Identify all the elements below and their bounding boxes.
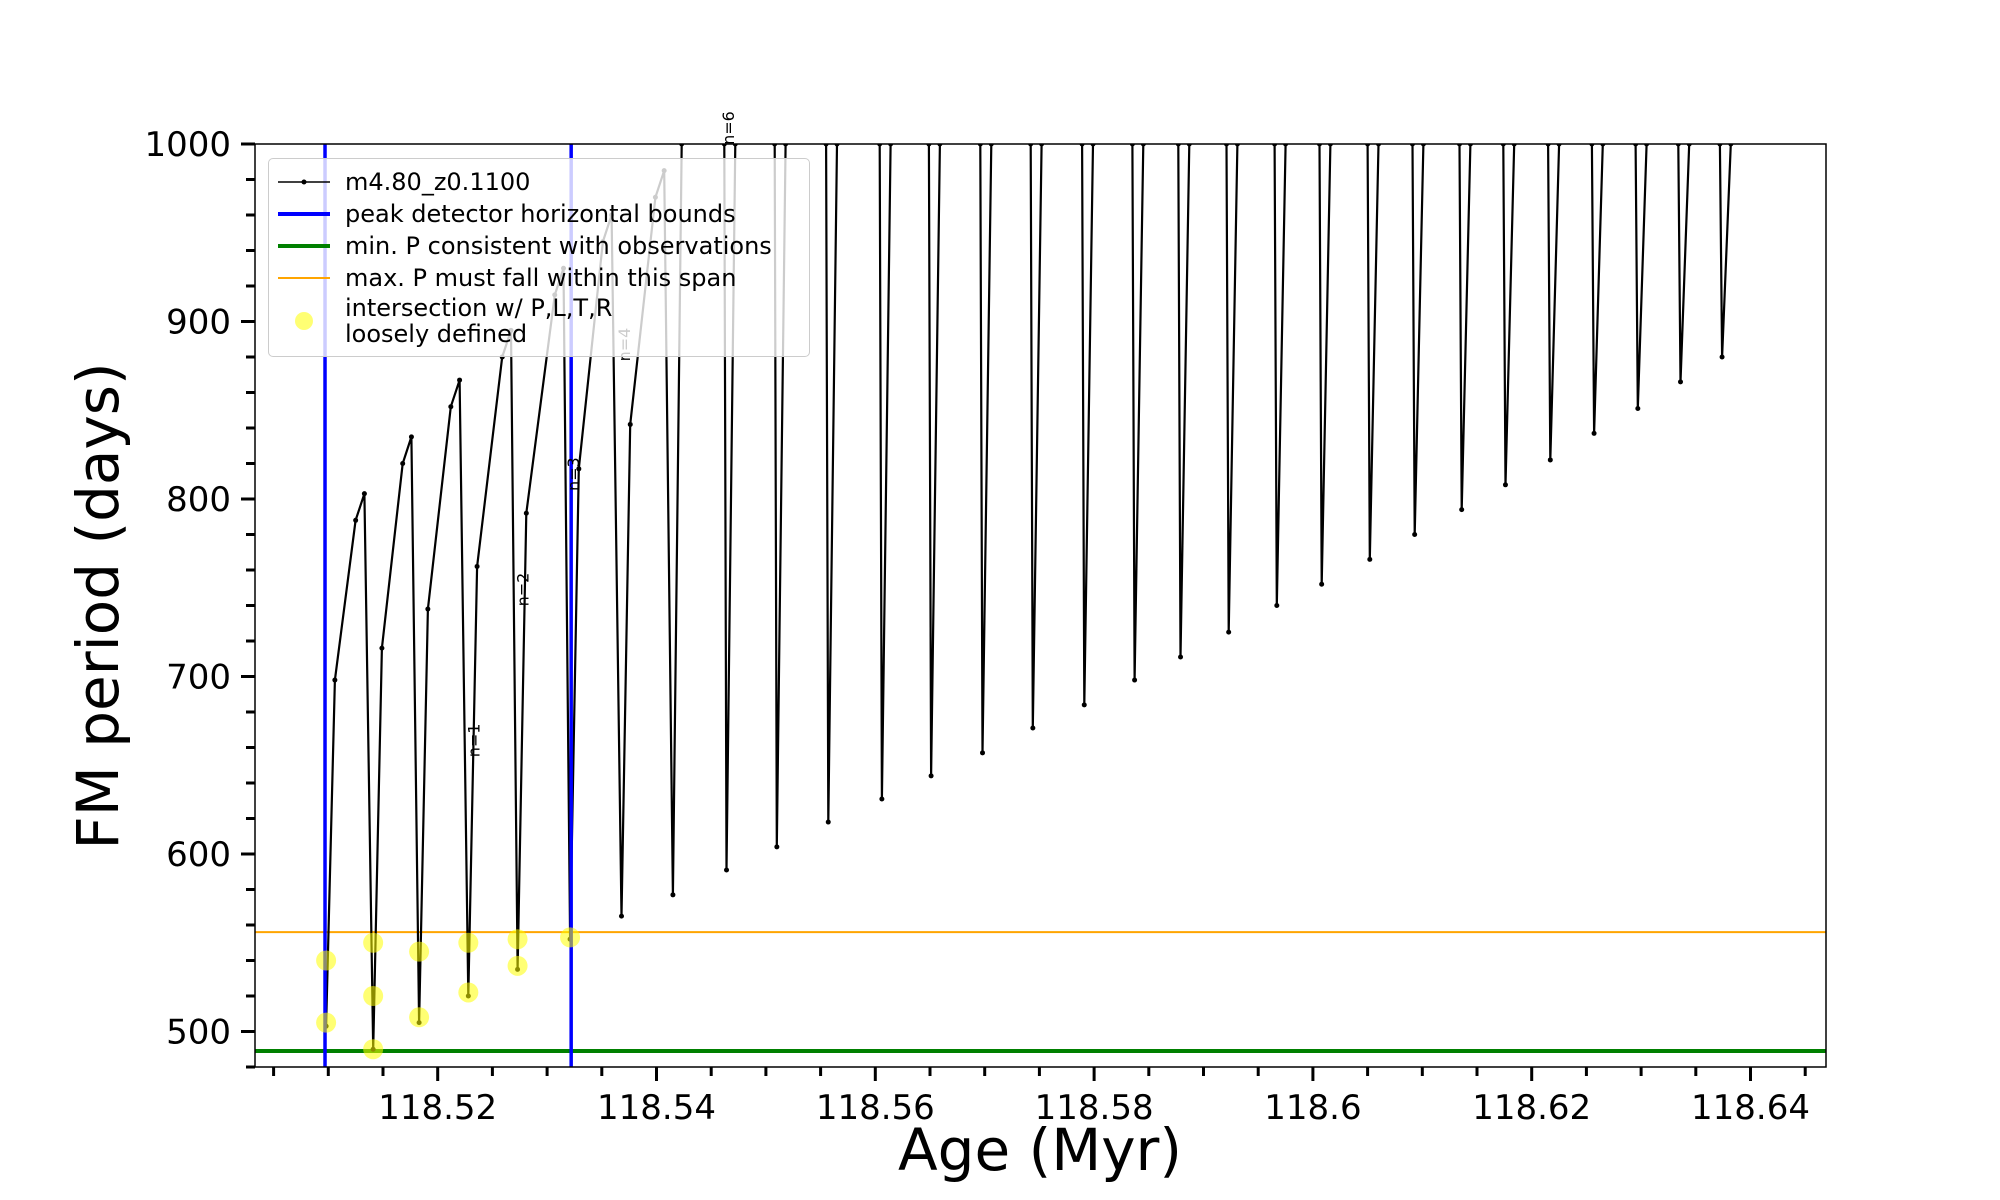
data-point [1635,405,1641,411]
legend-swatch [278,179,330,185]
legend-key [269,231,339,261]
data-point [379,645,385,651]
data-point [627,421,633,427]
data-point [448,404,454,410]
data-point [980,750,986,756]
data-point [474,563,480,569]
x-tick-label: 118.64 [1691,1088,1810,1128]
data-point [825,819,831,825]
legend-swatch [278,244,330,248]
data-point [1591,430,1597,436]
data-point [724,867,730,873]
y-axis-label: FM period (days) [64,362,132,849]
legend-label: intersection w/ P,L,T,R loosely defined [345,294,613,349]
intersection-point [507,929,528,950]
data-point [670,892,676,898]
legend-swatch [278,212,330,216]
data-point [774,844,780,850]
data-point [1178,654,1184,660]
data-point [1719,354,1725,360]
data-point [928,773,934,779]
annotation: n=6 [719,111,738,145]
data-point [523,510,529,516]
legend-entry: m4.80_z0.1100 [269,167,809,197]
annotation: n=2 [514,573,533,607]
data-point [1367,556,1373,562]
data-point [879,796,885,802]
x-axis-label: Age (Myr) [898,1116,1182,1184]
y-tick-label: 700 [166,658,231,698]
intersection-point [458,982,479,1003]
legend-marker [295,312,313,331]
data-point [1030,725,1036,731]
legend-swatch [295,312,313,331]
data-point [1502,482,1508,488]
intersection-point [409,1007,430,1028]
data-point [1412,532,1418,537]
legend-entry: min. P consistent with observations [269,231,809,261]
intersection-point [507,955,528,976]
data-point [1132,677,1138,683]
data-point [353,517,359,523]
legend-label: min. P consistent with observations [345,231,772,260]
x-tick-label: 118.52 [378,1088,497,1128]
x-tick-label: 118.58 [1035,1088,1154,1128]
annotation: n=3 [564,457,583,491]
x-tick-label: 118.62 [1472,1088,1591,1128]
legend-key [269,199,339,229]
legend-key [269,263,339,293]
data-point [1319,581,1325,587]
legend-label: peak detector horizontal bounds [345,199,736,228]
data-point [408,434,414,440]
data-point [1274,603,1280,608]
legend-entry: max. P must fall within this span [269,263,809,293]
data-point [332,677,338,683]
y-tick-label: 600 [166,835,231,875]
intersection-point [316,1012,337,1033]
legend-entry: peak detector horizontal bounds [269,199,809,229]
y-tick-label: 1000 [144,125,231,165]
data-point [361,491,367,497]
data-point [576,466,582,472]
data-point [400,461,406,466]
legend-key [269,306,339,336]
data-point [1547,457,1553,463]
legend-key [269,167,339,197]
legend-marker [301,179,307,185]
intersection-point [363,986,384,1006]
data-point [425,606,431,612]
y-tick-label: 800 [166,480,231,520]
intersection-point [458,932,479,953]
data-point [1459,507,1465,513]
data-point [618,913,624,919]
x-tick-label: 118.6 [1264,1088,1361,1128]
intersection-point [409,941,430,962]
data-point [1226,629,1232,635]
data-point [1081,702,1087,708]
annotation: n=1 [464,724,483,758]
legend-swatch [278,277,330,279]
intersection-point [560,927,581,948]
data-point [1677,379,1683,385]
intersection-point [363,932,384,953]
legend-entry: intersection w/ P,L,T,R loosely defined [269,295,809,348]
y-tick-label: 500 [166,1013,231,1053]
legend-label: max. P must fall within this span [345,263,737,292]
intersection-point [363,1039,384,1060]
y-tick-label: 900 [166,303,231,343]
x-tick-label: 118.54 [597,1088,716,1128]
intersection-point [316,950,337,971]
x-tick-label: 118.56 [816,1088,935,1128]
legend-label: m4.80_z0.1100 [345,167,531,196]
data-point [457,377,463,383]
